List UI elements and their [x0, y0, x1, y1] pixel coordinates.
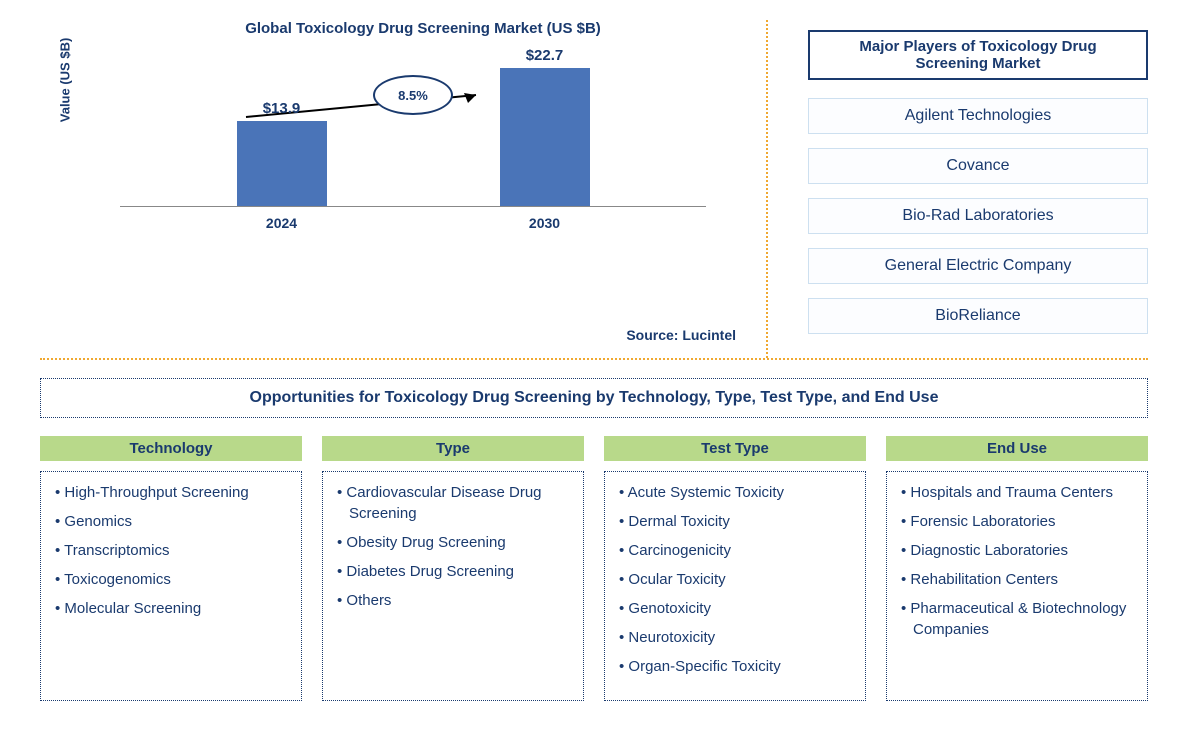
x-label: 2030 — [500, 215, 590, 231]
bar-group-2030: $22.7 — [500, 47, 590, 206]
column-end-use: End Use Hospitals and Trauma Centers For… — [886, 436, 1148, 701]
y-axis-label: Value (US $B) — [58, 38, 73, 123]
opportunities-header: Opportunities for Toxicology Drug Screen… — [40, 378, 1148, 418]
column-type: Type Cardiovascular Disease Drug Screeni… — [322, 436, 584, 701]
list-item: Transcriptomics — [55, 540, 291, 561]
opportunities-columns: Technology High-Throughput Screening Gen… — [40, 436, 1148, 701]
chart-section: Global Toxicology Drug Screening Market … — [40, 20, 768, 358]
column-header: Type — [322, 436, 584, 461]
column-header: End Use — [886, 436, 1148, 461]
list-item: Obesity Drug Screening — [337, 532, 573, 553]
players-header: Major Players of Toxicology Drug Screeni… — [808, 30, 1148, 80]
list-item: Toxicogenomics — [55, 569, 291, 590]
bar — [237, 121, 327, 206]
players-section: Major Players of Toxicology Drug Screeni… — [768, 20, 1148, 358]
list-item: Molecular Screening — [55, 598, 291, 619]
bar — [500, 68, 590, 206]
list-item: Genomics — [55, 511, 291, 532]
bar-value: $22.7 — [526, 47, 564, 64]
list-item: Acute Systemic Toxicity — [619, 482, 855, 503]
player-box: Covance — [808, 148, 1148, 184]
list-item: Others — [337, 590, 573, 611]
x-axis-labels: 2024 2030 — [120, 215, 706, 231]
player-box: Agilent Technologies — [808, 98, 1148, 134]
list-item: Ocular Toxicity — [619, 569, 855, 590]
column-body: Acute Systemic Toxicity Dermal Toxicity … — [604, 471, 866, 701]
list-item: Dermal Toxicity — [619, 511, 855, 532]
player-box: Bio-Rad Laboratories — [808, 198, 1148, 234]
column-test-type: Test Type Acute Systemic Toxicity Dermal… — [604, 436, 866, 701]
list-item: Cardiovascular Disease Drug Screening — [337, 482, 573, 524]
source-label: Source: Lucintel — [626, 327, 736, 343]
bar-group-2024: $13.9 — [237, 100, 327, 206]
column-technology: Technology High-Throughput Screening Gen… — [40, 436, 302, 701]
column-header: Technology — [40, 436, 302, 461]
list-item: Genotoxicity — [619, 598, 855, 619]
list-item: Diagnostic Laboratories — [901, 540, 1137, 561]
chart-area: Value (US $B) 8.5% $13.9 $22.7 2024 — [120, 57, 706, 257]
list-item: Hospitals and Trauma Centers — [901, 482, 1137, 503]
x-label: 2024 — [237, 215, 327, 231]
list-item: Pharmaceutical & Biotechnology Companies — [901, 598, 1137, 640]
column-header: Test Type — [604, 436, 866, 461]
player-box: BioReliance — [808, 298, 1148, 334]
list-item: Neurotoxicity — [619, 627, 855, 648]
list-item: Rehabilitation Centers — [901, 569, 1137, 590]
column-body: Cardiovascular Disease Drug Screening Ob… — [322, 471, 584, 701]
top-section: Global Toxicology Drug Screening Market … — [40, 20, 1148, 360]
list-item: Diabetes Drug Screening — [337, 561, 573, 582]
column-body: Hospitals and Trauma Centers Forensic La… — [886, 471, 1148, 701]
player-box: General Electric Company — [808, 248, 1148, 284]
list-item: High-Throughput Screening — [55, 482, 291, 503]
list-item: Organ-Specific Toxicity — [619, 656, 855, 677]
chart-plot: $13.9 $22.7 — [120, 57, 706, 207]
list-item: Carcinogenicity — [619, 540, 855, 561]
list-item: Forensic Laboratories — [901, 511, 1137, 532]
column-body: High-Throughput Screening Genomics Trans… — [40, 471, 302, 701]
bar-value: $13.9 — [263, 100, 301, 117]
chart-title: Global Toxicology Drug Screening Market … — [100, 20, 746, 37]
